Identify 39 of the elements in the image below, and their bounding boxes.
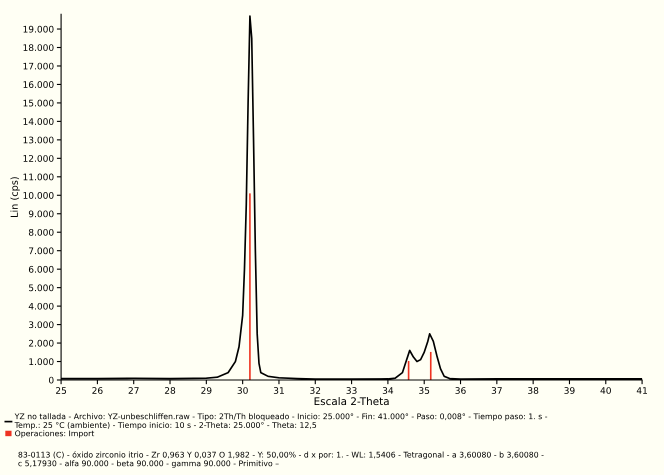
y-tick-label: 12.000 [24, 155, 54, 162]
y-tick-label: 10.000 [24, 192, 54, 199]
x-tick-label: 31 [274, 387, 284, 394]
x-tick-label: 30 [238, 387, 248, 394]
y-tick-label: 13.000 [24, 136, 54, 144]
y-tick-label: 8.000 [28, 228, 54, 236]
y-tick-label: 14.000 [24, 118, 54, 125]
y-tick-label: 6.000 [28, 266, 54, 273]
x-tick-label: 32 [310, 387, 320, 394]
x-tick-label: 27 [128, 387, 139, 394]
y-tick-label: 5.000 [28, 284, 54, 292]
y-tick-label: 17.000 [24, 62, 54, 70]
y-tick-label: 1.000 [29, 358, 54, 366]
y-axis-title: Lin (cps) [10, 177, 20, 217]
x-tick-label: 39 [564, 387, 575, 394]
x-tick-label: 26 [92, 387, 103, 394]
x-tick-label: 41 [636, 387, 647, 394]
x-tick-label: 29 [201, 387, 212, 394]
y-tick-label: 11.000 [24, 174, 54, 180]
y-tick-label: 0 [48, 376, 54, 384]
y-tick-label: 15.000 [24, 100, 54, 106]
y-tick-label: 18.000 [24, 44, 54, 52]
x-tick-label: 40 [600, 387, 611, 394]
y-tick-label: 7.000 [29, 247, 54, 254]
x-tick-label: 38 [528, 387, 538, 394]
x-tick-label: 36 [455, 387, 466, 394]
y-tick-label: 19.000 [24, 26, 54, 33]
y-tick-label: 9.000 [28, 210, 54, 218]
x-axis-title: Escala 2-Theta [314, 397, 389, 406]
x-tick-label: 25 [56, 387, 66, 394]
y-tick-label: 16.000 [24, 81, 54, 88]
x-tick-label: 37 [492, 387, 502, 394]
y-tick-label: 3.000 [28, 321, 54, 328]
x-tick-label: 35 [419, 387, 430, 394]
y-tick-label: 2.000 [28, 340, 54, 347]
x-tick-label: 28 [164, 387, 176, 394]
x-tick-label: 34 [382, 387, 394, 394]
x-tick-label: 33 [346, 387, 357, 394]
y-tick-label: 4.000 [28, 302, 54, 310]
